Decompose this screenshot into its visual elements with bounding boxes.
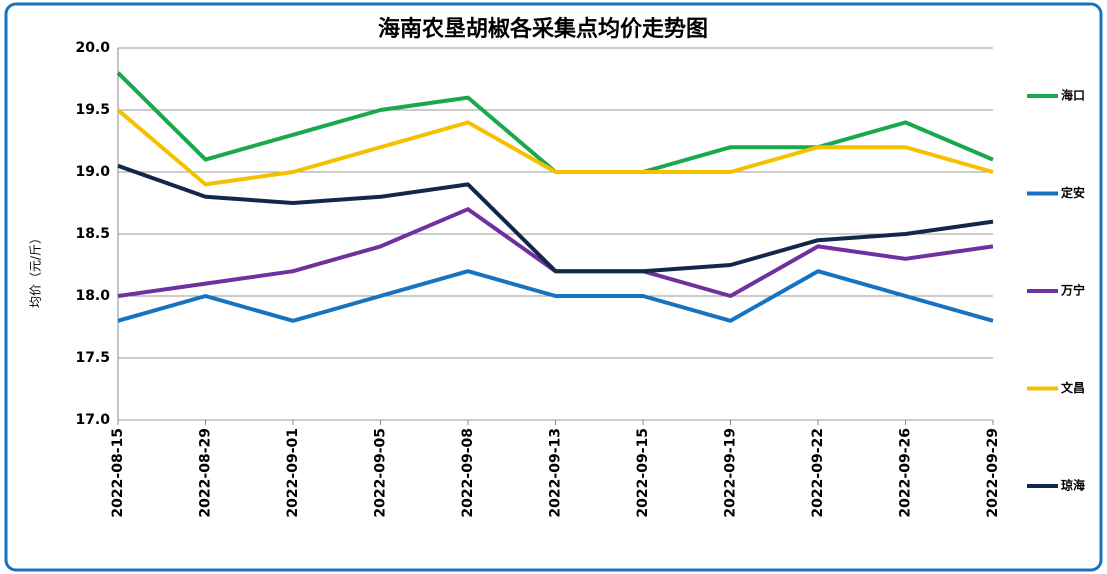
legend-label: 万宁: [1060, 283, 1085, 298]
y-tick-label: 19.5: [75, 102, 110, 118]
x-tick-label: 2022-09-19: [723, 428, 739, 518]
chart-title: 海南农垦胡椒各采集点均价走势图: [378, 16, 708, 42]
y-tick-label: 18.5: [75, 226, 110, 242]
series-line: [117, 163, 994, 274]
x-tick-label: 2022-09-13: [548, 428, 564, 518]
x-tick-label: 2022-09-22: [810, 428, 826, 518]
y-tick-label: 17.0: [75, 412, 110, 428]
series-line: [116, 108, 994, 187]
x-tick-label: 2022-09-29: [985, 428, 1001, 518]
y-tick-label: 18.0: [75, 288, 110, 304]
x-tick-label: 2022-09-08: [460, 428, 476, 518]
y-tick-label: 19.0: [75, 164, 110, 180]
x-tick-label: 2022-09-01: [285, 428, 301, 518]
y-axis-label: 均价（元/斤）: [29, 232, 43, 308]
x-tick-label: 2022-09-15: [635, 428, 651, 518]
legend-label: 琼海: [1061, 478, 1085, 493]
x-tick-label: 2022-09-05: [373, 428, 389, 518]
x-tick-label: 2022-08-29: [198, 428, 214, 518]
legend-label: 海口: [1061, 88, 1085, 103]
legend-label: 文昌: [1061, 380, 1085, 395]
x-tick-label: 2022-09-26: [898, 428, 914, 518]
series-line: [117, 269, 994, 323]
legend-label: 定安: [1061, 185, 1085, 200]
y-tick-label: 20.0: [75, 40, 110, 56]
y-tick-label: 17.5: [75, 350, 110, 366]
x-tick-label: 2022-08-15: [110, 428, 126, 518]
